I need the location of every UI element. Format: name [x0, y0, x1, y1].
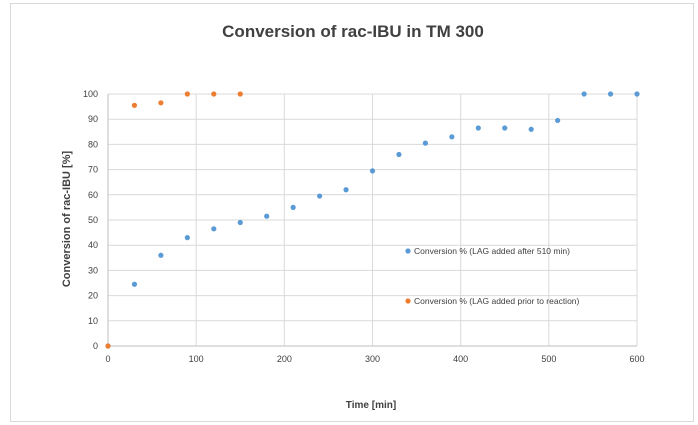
data-point-series-2: [211, 91, 217, 97]
y-tick-label: 50: [88, 215, 98, 225]
data-point-series-1: [317, 193, 323, 199]
y-tick-label: 30: [88, 265, 98, 275]
data-point-series-1: [158, 252, 164, 258]
y-tick-label: 20: [88, 291, 98, 301]
data-point-series-1: [290, 204, 296, 210]
data-point-series-1: [555, 117, 561, 124]
data-point-series-1: [369, 168, 376, 174]
legend-label-series-1: Conversion % (LAG added after 510 min): [414, 246, 570, 256]
data-point-series-1: [528, 126, 534, 132]
data-point-series-2: [184, 91, 190, 97]
data-point-series-1: [634, 91, 640, 97]
data-point-series-1: [502, 125, 508, 131]
data-point-series-1: [264, 213, 270, 219]
legend: Conversion % (LAG added after 510 min) Co…: [405, 246, 580, 306]
legend-marker-series-1: [405, 248, 411, 254]
data-point-series-1: [237, 219, 243, 226]
y-tick-label: 100: [83, 89, 98, 99]
y-tick-label: 80: [88, 139, 98, 149]
chart-frame: [10, 3, 694, 422]
y-tick-label: 40: [88, 240, 98, 250]
x-tick-label: 100: [189, 354, 204, 364]
data-point-series-1: [343, 187, 349, 193]
x-tick-label: 600: [629, 354, 644, 364]
x-axis-title: Time [min]: [346, 400, 396, 411]
data-point-series-1: [211, 226, 217, 232]
data-point-series-1: [131, 281, 138, 287]
y-axis-title: Conversion of rac-IBU [%]: [61, 151, 73, 288]
y-tick-label: 0: [93, 341, 98, 351]
data-point-series-1: [396, 151, 402, 158]
data-point-series-1: [581, 91, 587, 97]
data-point-series-1: [475, 125, 481, 131]
data-point-series-1: [422, 140, 428, 146]
legend-marker-series-2: [405, 298, 411, 304]
x-tick-label: 300: [365, 354, 380, 364]
data-point-series-2: [158, 100, 164, 106]
data-point-series-1: [184, 235, 190, 241]
data-point-series-2: [105, 343, 111, 349]
y-tick-label: 10: [88, 316, 98, 326]
y-tick-label: 60: [88, 190, 98, 200]
gridlines: [108, 93, 638, 346]
tick-labels: 0 10 20 30 40 50 60 70 80 90 100 0 100 200 300 400 500 60…: [83, 89, 645, 364]
data-point-series-1: [607, 91, 614, 97]
x-tick-label: 500: [541, 354, 556, 364]
data-points: [105, 91, 640, 349]
y-tick-label: 90: [88, 114, 98, 124]
data-point-series-2: [237, 91, 243, 97]
data-point-series-2: [131, 102, 138, 108]
y-tick-label: 70: [88, 165, 98, 175]
axes: [107, 94, 637, 347]
x-tick-label: 0: [105, 354, 110, 364]
legend-label-series-2: Conversion % (LAG added prior to reactio…: [414, 296, 580, 306]
data-point-series-1: [449, 134, 455, 140]
chart-title: Conversion of rac-IBU in TM 300: [222, 22, 484, 41]
x-tick-label: 400: [453, 354, 468, 364]
x-tick-label: 200: [277, 354, 292, 364]
